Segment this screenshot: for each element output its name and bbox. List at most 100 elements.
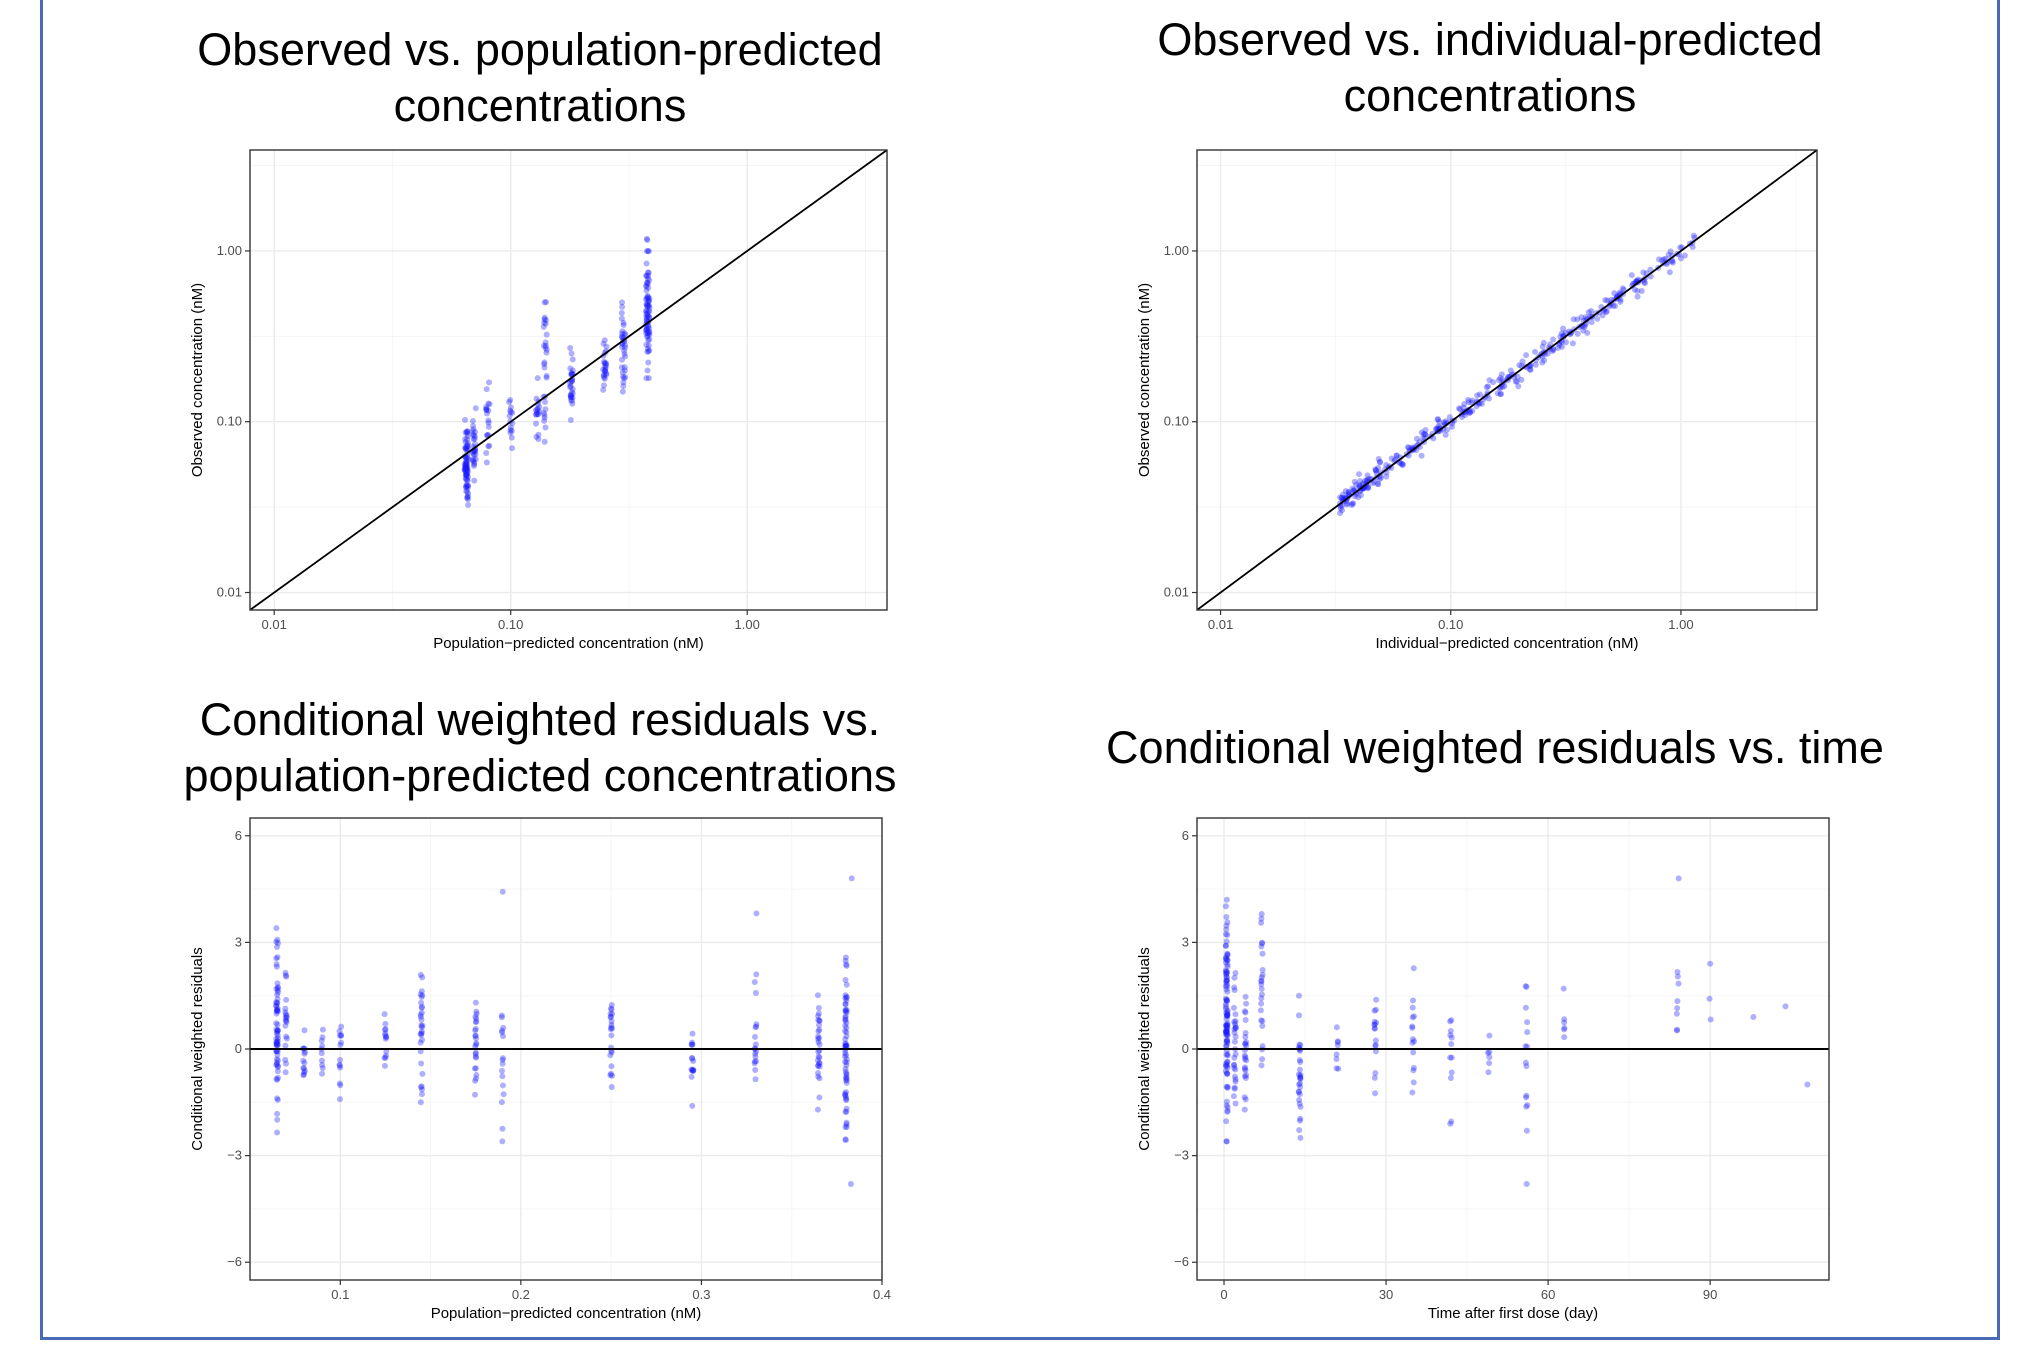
data-point [843, 1074, 850, 1081]
data-point [1669, 259, 1676, 266]
data-point [1619, 285, 1626, 292]
data-point [1223, 1036, 1230, 1043]
data-point [273, 1020, 280, 1027]
data-point [1223, 1070, 1230, 1077]
data-point [645, 359, 652, 366]
data-point [273, 1007, 280, 1014]
data-point [1259, 1022, 1266, 1029]
data-point [1232, 970, 1239, 977]
data-point [1223, 981, 1230, 988]
data-point [842, 1028, 849, 1035]
data-point [601, 374, 608, 381]
data-point [608, 1083, 615, 1090]
data-point [1522, 1043, 1529, 1050]
data-point [1560, 985, 1567, 992]
data-point [464, 445, 471, 452]
data-point [1295, 1012, 1302, 1019]
data-point [646, 304, 653, 311]
data-point [843, 1121, 850, 1128]
data-point [318, 1057, 325, 1064]
data-point [646, 277, 653, 284]
data-point [644, 348, 651, 355]
data-point [643, 316, 650, 323]
data-point [1399, 461, 1406, 468]
data-point [1549, 348, 1556, 355]
data-point [608, 1024, 615, 1031]
data-point [1222, 1001, 1229, 1008]
data-point [601, 358, 608, 365]
data-point [842, 992, 849, 999]
data-point [1526, 366, 1533, 373]
data-point [600, 340, 607, 347]
data-point [1224, 1028, 1231, 1035]
data-point [1499, 376, 1506, 383]
data-point [382, 1026, 389, 1033]
data-point [644, 279, 651, 286]
data-point [472, 1032, 479, 1039]
data-point [753, 1023, 760, 1030]
data-point [843, 1095, 850, 1102]
data-point [470, 423, 477, 430]
data-point [620, 319, 627, 326]
data-point [509, 445, 516, 452]
data-point [1232, 1033, 1239, 1040]
data-point [753, 910, 760, 917]
data-point [473, 1015, 480, 1022]
data-point [567, 382, 574, 389]
data-point [1349, 485, 1356, 492]
data-point [1513, 378, 1520, 385]
data-point [465, 502, 472, 509]
data-point [1364, 484, 1371, 491]
data-point [1223, 956, 1230, 963]
data-point [1371, 1025, 1378, 1032]
data-point [543, 374, 550, 381]
data-point [847, 1181, 854, 1188]
data-point [274, 984, 281, 991]
data-point [1334, 1042, 1341, 1049]
data-point [1409, 1039, 1416, 1046]
data-point [274, 1051, 281, 1058]
data-point [816, 1075, 823, 1082]
data-point [318, 1050, 325, 1057]
data-point [843, 994, 850, 1001]
data-point [507, 396, 514, 403]
data-point [473, 1010, 480, 1017]
data-point [485, 419, 492, 426]
data-point [1339, 494, 1346, 501]
data-point [473, 1054, 480, 1061]
data-point [541, 299, 548, 306]
data-point [752, 990, 759, 997]
data-point [567, 392, 574, 399]
data-point [1224, 1062, 1231, 1069]
data-point [600, 366, 607, 373]
data-point [1337, 494, 1344, 501]
data-point [1231, 1020, 1238, 1027]
data-point [621, 364, 628, 371]
data-point [464, 470, 471, 477]
data-point [273, 1010, 280, 1017]
data-point [1258, 910, 1265, 917]
data-point [1494, 390, 1501, 397]
data-point [843, 1042, 850, 1049]
data-point [464, 493, 471, 500]
data-point [542, 342, 549, 349]
data-point [498, 1067, 505, 1074]
data-point [273, 1003, 280, 1010]
data-point [1224, 1032, 1231, 1039]
data-point [751, 979, 758, 986]
data-point [533, 411, 540, 418]
data-point [273, 955, 280, 962]
data-point [1674, 973, 1681, 980]
chart-cwres_time: 0 30 60 90 −6 −3 0 3 6 Time after first dose (day… [1136, 817, 1830, 1322]
data-point [462, 468, 469, 475]
data-point [1507, 367, 1514, 374]
data-point [1242, 1034, 1249, 1041]
data-point [688, 1066, 695, 1073]
data-point [1224, 1012, 1231, 1019]
data-point [483, 386, 490, 393]
data-point [273, 1008, 280, 1015]
data-point [1690, 232, 1697, 239]
data-point [1462, 411, 1469, 418]
data-point [486, 401, 493, 408]
data-point [461, 466, 468, 473]
